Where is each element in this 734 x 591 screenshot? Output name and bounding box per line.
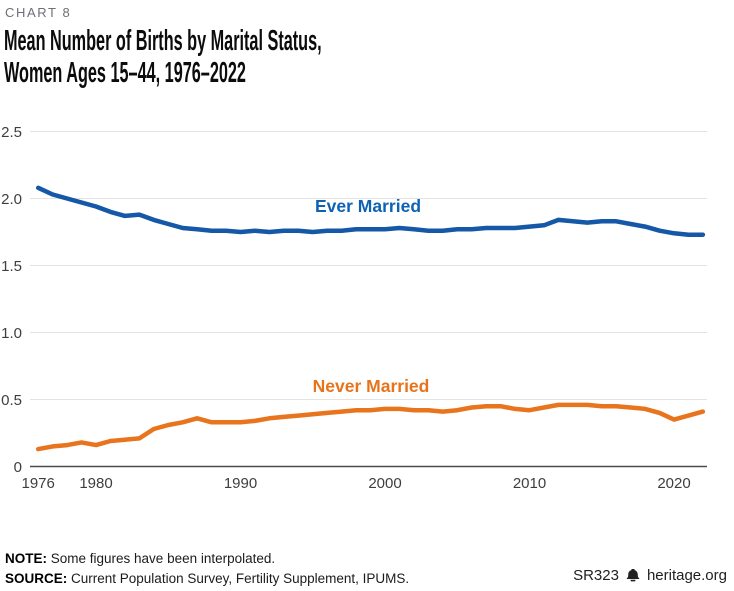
x-tick-label: 2010 (513, 475, 546, 492)
source-text: Current Population Survey, Fertility Sup… (67, 571, 410, 586)
x-tick-label: 1990 (224, 475, 257, 492)
x-tick-label: 1976 (22, 475, 55, 492)
chart-title: Mean Number of Births by Marital Status,… (4, 25, 322, 89)
source-label: SOURCE: (5, 571, 68, 586)
site-link[interactable]: heritage.org (646, 567, 727, 584)
y-tick-label: 1.0 (1, 325, 22, 342)
note-text: Some figures have been interpolated. (47, 551, 276, 566)
y-tick-label: 0.5 (1, 392, 22, 409)
x-tick-label: 2000 (368, 475, 401, 492)
footer-branding: SR323 heritage.org (573, 567, 727, 584)
series-label-ever-married: Ever Married (315, 196, 421, 216)
report-id: SR323 (573, 567, 619, 584)
x-tick-label: 2020 (657, 475, 690, 492)
series-line-ever-married (35, 185, 706, 237)
series-label-never-married: Never Married (313, 376, 430, 396)
note-label: NOTE: (5, 551, 47, 566)
series-line-never-married (35, 402, 706, 452)
liberty-bell-icon (626, 568, 640, 581)
x-tick-label: 1980 (79, 475, 112, 492)
note-line: NOTE: Some figures have been interpolate… (5, 549, 409, 569)
chart-title-line1: Mean Number of Births by Marital Status, (4, 25, 322, 57)
chart-kicker: CHART 8 (5, 5, 72, 20)
y-tick-label: 1.5 (1, 258, 22, 275)
chart-title-line2: Women Ages 15–44, 1976–2022 (4, 57, 246, 89)
y-tick-label: 0 (14, 459, 22, 476)
y-tick-label: 2.5 (1, 124, 22, 141)
y-tick-label: 2.0 (1, 191, 22, 208)
source-line: SOURCE: Current Population Survey, Ferti… (5, 569, 409, 589)
footer-notes: NOTE: Some figures have been interpolate… (5, 549, 409, 589)
